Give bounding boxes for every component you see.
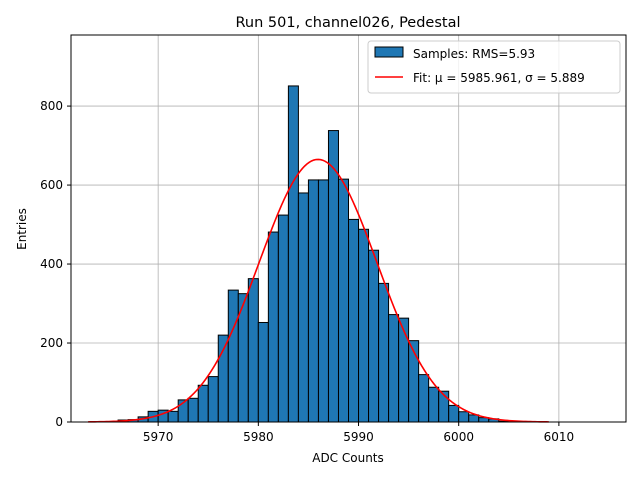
y-axis-ticks: 0 200 400 600 800 xyxy=(40,99,71,429)
x-tick-label: 6000 xyxy=(443,430,474,444)
x-axis-ticks: 5970 5980 5990 6000 6010 xyxy=(143,422,574,444)
histogram-bar xyxy=(378,282,390,423)
histogram-bar xyxy=(358,228,370,423)
histogram-bar xyxy=(458,411,470,423)
x-tick-label: 6010 xyxy=(544,430,575,444)
histogram-bar xyxy=(428,386,440,423)
legend: Samples: RMS=5.93 Fit: μ = 5985.961, σ =… xyxy=(367,40,621,94)
histogram-bar xyxy=(297,192,309,423)
histogram-bar xyxy=(317,179,329,423)
histogram-bar xyxy=(368,249,380,423)
gaussian-fit-curve xyxy=(88,158,549,423)
legend-label-samples: Samples: RMS=5.93 xyxy=(413,47,535,61)
histogram-bar xyxy=(468,414,480,423)
y-axis-label: Entries xyxy=(15,208,29,250)
histogram-bar xyxy=(227,289,239,423)
histogram-bar xyxy=(267,231,279,423)
histogram-bar xyxy=(348,218,360,423)
chart-title: Run 501, channel026, Pedestal xyxy=(235,15,460,31)
histogram-bar xyxy=(167,410,179,423)
fit-curve-line xyxy=(88,158,549,423)
histogram-bar xyxy=(307,179,319,423)
y-tick-label: 0 xyxy=(55,415,63,429)
x-tick-label: 5990 xyxy=(343,430,374,444)
histogram-bar xyxy=(448,404,460,423)
histogram-bar xyxy=(197,384,209,423)
histogram-bar xyxy=(187,397,199,423)
histogram-bar xyxy=(327,130,339,423)
histogram-bar xyxy=(257,321,269,423)
y-tick-label: 400 xyxy=(40,257,63,271)
legend-swatch-samples xyxy=(374,46,404,58)
y-tick-label: 600 xyxy=(40,178,63,192)
x-tick-label: 5970 xyxy=(143,430,174,444)
x-axis-label: ADC Counts xyxy=(312,451,384,465)
legend-label-fit: Fit: μ = 5985.961, σ = 5.889 xyxy=(413,71,585,85)
histogram-bar xyxy=(418,374,430,423)
histogram-bar xyxy=(398,317,410,423)
histogram-bar xyxy=(277,214,289,423)
plot-frame xyxy=(70,34,627,423)
histogram-bar xyxy=(287,85,299,423)
histogram-bar xyxy=(337,178,350,423)
histogram-bar xyxy=(247,278,259,423)
histogram-bar xyxy=(388,314,400,423)
histogram-bars xyxy=(117,85,510,423)
y-tick-label: 800 xyxy=(40,99,63,113)
legend-box xyxy=(367,40,621,94)
histogram-bar xyxy=(207,376,219,423)
y-tick-label: 200 xyxy=(40,336,63,350)
axes-frame xyxy=(70,34,627,423)
x-tick-label: 5980 xyxy=(243,430,274,444)
